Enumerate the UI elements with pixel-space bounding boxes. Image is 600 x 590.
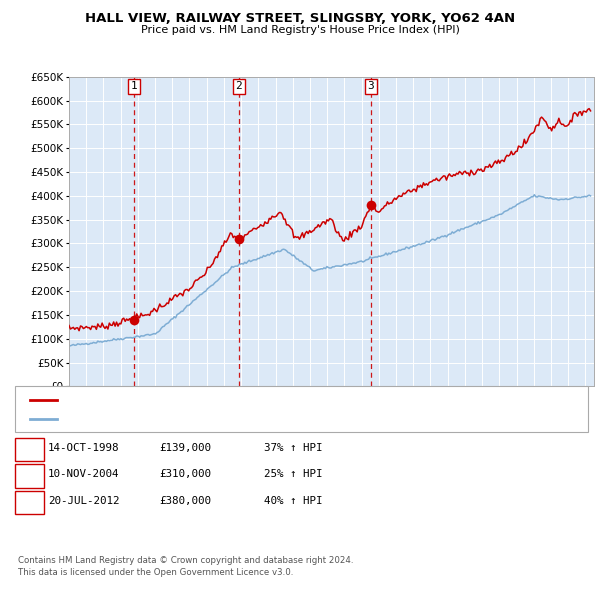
- Text: 20-JUL-2012: 20-JUL-2012: [48, 496, 119, 506]
- Text: Contains HM Land Registry data © Crown copyright and database right 2024.: Contains HM Land Registry data © Crown c…: [18, 556, 353, 565]
- Text: 2: 2: [26, 468, 33, 481]
- Text: 3: 3: [368, 81, 374, 91]
- Text: 10-NOV-2004: 10-NOV-2004: [48, 470, 119, 479]
- Text: 40% ↑ HPI: 40% ↑ HPI: [264, 496, 323, 506]
- Text: This data is licensed under the Open Government Licence v3.0.: This data is licensed under the Open Gov…: [18, 568, 293, 577]
- Text: 37% ↑ HPI: 37% ↑ HPI: [264, 443, 323, 453]
- Text: 1: 1: [131, 81, 137, 91]
- Text: 14-OCT-1998: 14-OCT-1998: [48, 443, 119, 453]
- Text: £139,000: £139,000: [159, 443, 211, 453]
- Text: £310,000: £310,000: [159, 470, 211, 479]
- Text: HALL VIEW, RAILWAY STREET, SLINGSBY, YORK, YO62 4AN: HALL VIEW, RAILWAY STREET, SLINGSBY, YOR…: [85, 12, 515, 25]
- Text: 25% ↑ HPI: 25% ↑ HPI: [264, 470, 323, 479]
- Text: 2: 2: [236, 81, 242, 91]
- Text: Price paid vs. HM Land Registry's House Price Index (HPI): Price paid vs. HM Land Registry's House …: [140, 25, 460, 35]
- Text: HALL VIEW, RAILWAY STREET, SLINGSBY, YORK, YO62 4AN (detached house): HALL VIEW, RAILWAY STREET, SLINGSBY, YOR…: [60, 395, 460, 405]
- Text: HPI: Average price, detached house, North Yorkshire: HPI: Average price, detached house, Nort…: [60, 414, 359, 424]
- Text: £380,000: £380,000: [159, 496, 211, 506]
- Text: 3: 3: [26, 494, 33, 507]
- Text: 1: 1: [26, 441, 33, 454]
